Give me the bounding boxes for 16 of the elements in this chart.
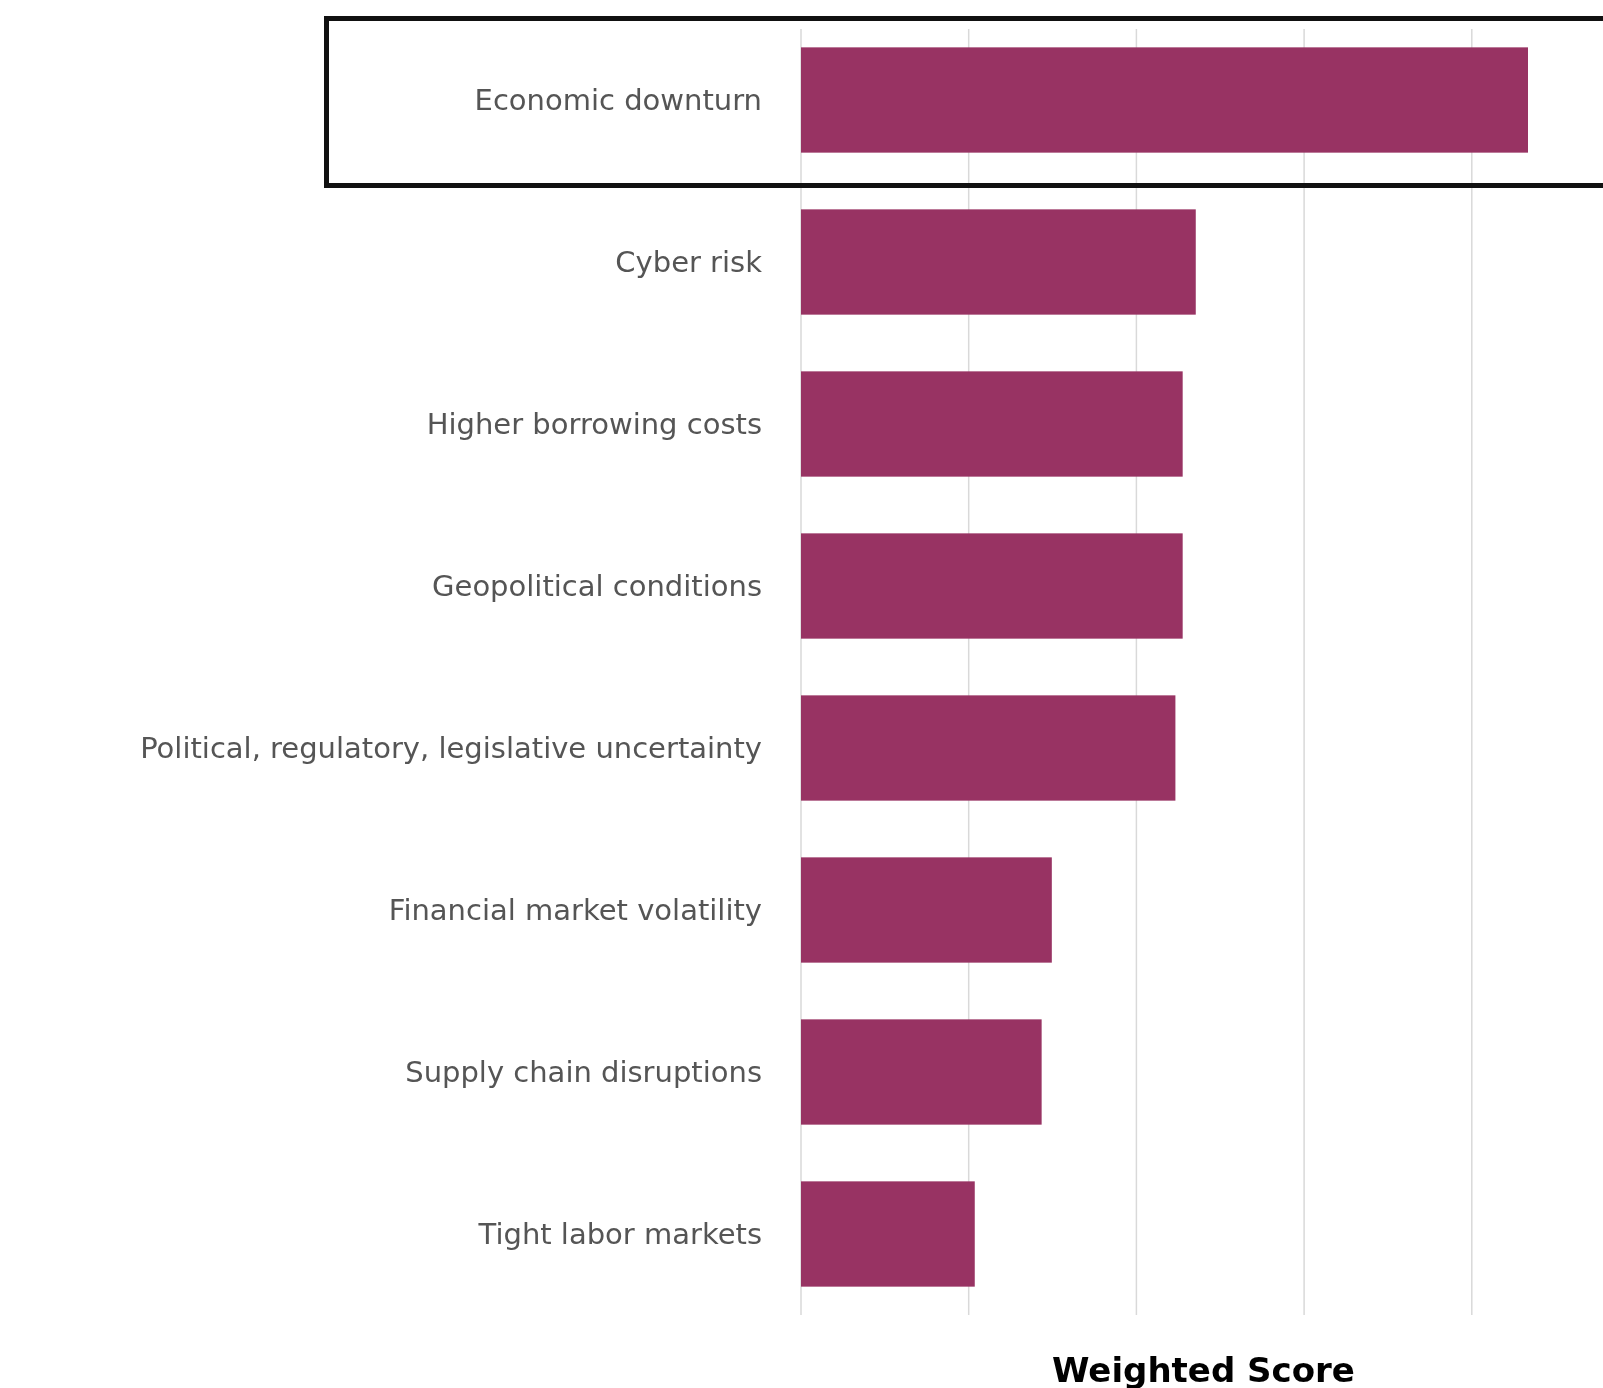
bar xyxy=(801,857,1052,963)
bar xyxy=(801,533,1183,639)
y-tick-label: Economic downturn xyxy=(474,83,762,118)
bar xyxy=(801,47,1528,153)
y-tick-label: Supply chain disruptions xyxy=(405,1055,762,1090)
bar xyxy=(801,1181,975,1287)
bar xyxy=(801,209,1196,315)
bar xyxy=(801,1019,1042,1125)
y-tick-label: Political, regulatory, legislative uncertainty xyxy=(140,731,762,766)
bar xyxy=(801,371,1183,477)
y-tick-label: Tight labor markets xyxy=(477,1217,762,1252)
y-tick-label: Geopolitical conditions xyxy=(432,569,762,604)
y-tick-label: Financial market volatility xyxy=(388,893,762,928)
y-tick-label: Higher borrowing costs xyxy=(426,407,762,442)
y-tick-label: Cyber risk xyxy=(615,245,763,280)
bar xyxy=(801,695,1176,801)
